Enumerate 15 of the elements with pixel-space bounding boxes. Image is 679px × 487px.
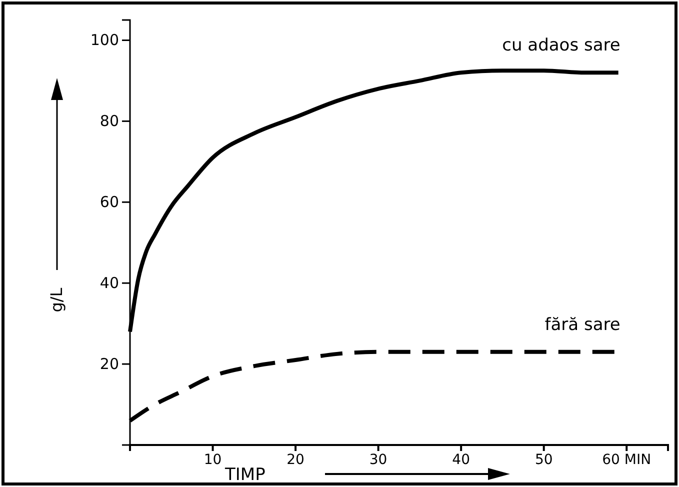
x-tick-label: 10: [204, 452, 222, 468]
y-tick-label: 100: [90, 31, 119, 50]
y-tick-label: 40: [100, 274, 119, 292]
y-axis-title: g/L: [47, 288, 66, 312]
y-tick-label: 60: [100, 192, 119, 211]
series-label: fără sare: [544, 314, 620, 335]
x-axis-title: TIMP: [224, 465, 266, 485]
x-tick-label: 20: [286, 452, 304, 468]
x-tick-label: 60 MIN: [602, 452, 652, 468]
x-tick-label: 30: [369, 452, 388, 468]
x-tick-label: 40: [452, 452, 470, 468]
y-tick-label: 80: [100, 112, 119, 130]
y-tick-label: 20: [100, 354, 119, 373]
series-label: cu adaos sare: [502, 36, 620, 56]
x-tick-label: 50: [534, 452, 553, 468]
